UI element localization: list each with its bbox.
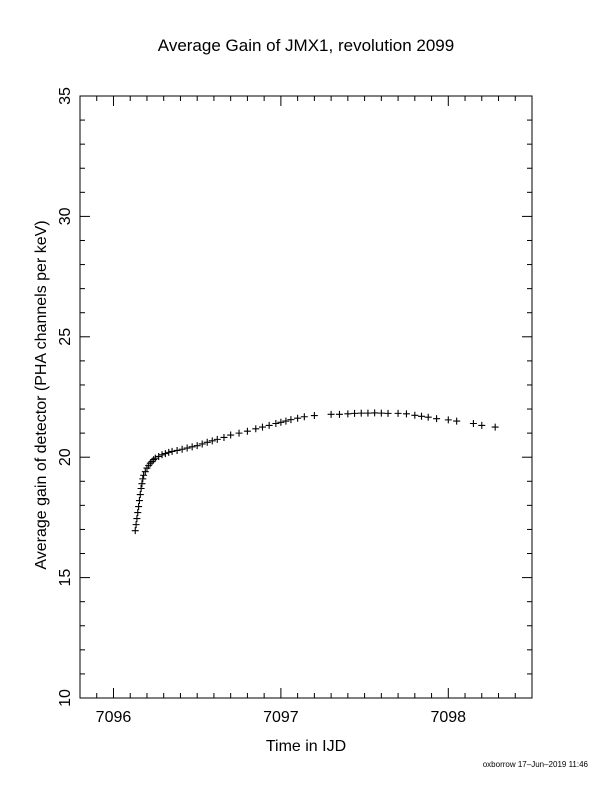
data-point: [418, 412, 426, 420]
data-point: [178, 445, 186, 453]
data-point: [131, 527, 139, 535]
data-point: [335, 410, 343, 418]
data-point: [491, 423, 499, 431]
data-points: [131, 409, 499, 535]
data-point: [411, 411, 419, 419]
axis-ticks: [79, 95, 533, 699]
data-point: [132, 521, 140, 529]
data-point: [227, 431, 235, 439]
data-point: [203, 438, 211, 446]
data-point: [151, 454, 159, 462]
data-point: [138, 480, 146, 488]
y-tick-label: 35: [57, 87, 74, 105]
data-point: [252, 425, 260, 433]
data-point: [183, 444, 191, 452]
y-tick-label: 25: [57, 328, 74, 346]
data-point: [287, 416, 295, 424]
data-point: [150, 456, 158, 464]
data-point: [294, 414, 302, 422]
data-point: [168, 447, 176, 455]
y-tick-label: 20: [57, 448, 74, 466]
data-point: [188, 443, 196, 451]
data-point: [141, 468, 149, 476]
data-point: [272, 419, 280, 427]
data-point: [377, 409, 385, 417]
x-tick-label: 7096: [96, 709, 132, 726]
data-point: [351, 409, 359, 417]
data-point: [208, 437, 216, 445]
data-point: [165, 448, 173, 456]
data-point: [394, 409, 402, 417]
data-point: [198, 440, 206, 448]
data-point: [371, 409, 379, 417]
y-tick-label: 15: [57, 569, 74, 587]
data-point: [155, 452, 163, 460]
data-point: [136, 491, 144, 499]
data-point: [402, 410, 410, 418]
axis-tick-labels: 7096 7097 7098 10 15 20 25 30 35: [57, 87, 466, 726]
data-point: [135, 503, 143, 511]
data-point: [243, 427, 251, 435]
data-point: [424, 413, 432, 421]
x-axis-label: Time in IJD: [265, 738, 347, 755]
y-tick-label: 30: [57, 207, 74, 225]
data-point: [433, 415, 441, 423]
data-point: [327, 410, 335, 418]
x-tick-label: 7097: [263, 709, 299, 726]
data-point: [277, 418, 285, 426]
x-tick-label: 7098: [430, 709, 466, 726]
data-point: [173, 446, 181, 454]
data-point: [235, 429, 243, 437]
data-point: [344, 410, 352, 418]
data-point: [444, 416, 452, 424]
data-point: [137, 485, 145, 493]
data-point: [220, 433, 228, 441]
plot-frame: [79, 95, 533, 699]
data-point: [478, 421, 486, 429]
data-point: [213, 435, 221, 443]
data-point: [265, 421, 273, 429]
footer-stamp: oxborrow 17–Jun–2019 11:46: [482, 760, 588, 769]
data-point: [310, 412, 318, 420]
y-tick-label: 10: [57, 689, 74, 707]
data-point: [134, 509, 142, 517]
data-point: [135, 497, 143, 505]
data-point: [161, 450, 169, 458]
data-point: [364, 409, 372, 417]
data-point: [469, 419, 477, 427]
chart-title: Average Gain of JMX1, revolution 2099: [157, 36, 455, 55]
data-point: [133, 515, 141, 523]
data-point: [453, 417, 461, 425]
data-point: [258, 423, 266, 431]
data-point: [158, 451, 166, 459]
data-point: [300, 413, 308, 421]
data-point: [282, 417, 290, 425]
data-point: [146, 459, 154, 467]
data-point: [139, 475, 147, 483]
data-point: [140, 471, 148, 479]
data-point: [193, 442, 201, 450]
data-point: [357, 409, 365, 417]
data-point: [384, 409, 392, 417]
